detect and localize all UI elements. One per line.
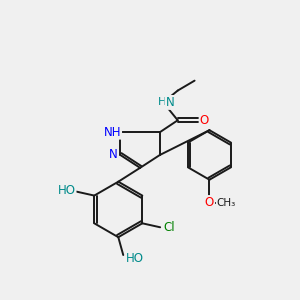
Text: HO: HO: [58, 184, 76, 197]
Text: H: H: [158, 98, 166, 107]
Text: N: N: [165, 96, 174, 109]
Text: O: O: [200, 114, 209, 127]
Text: HO: HO: [126, 253, 144, 266]
Text: Cl: Cl: [163, 221, 175, 234]
Text: N: N: [109, 148, 118, 161]
Text: CH₃: CH₃: [217, 197, 236, 208]
Text: NH: NH: [103, 126, 121, 139]
Text: O: O: [205, 196, 214, 209]
